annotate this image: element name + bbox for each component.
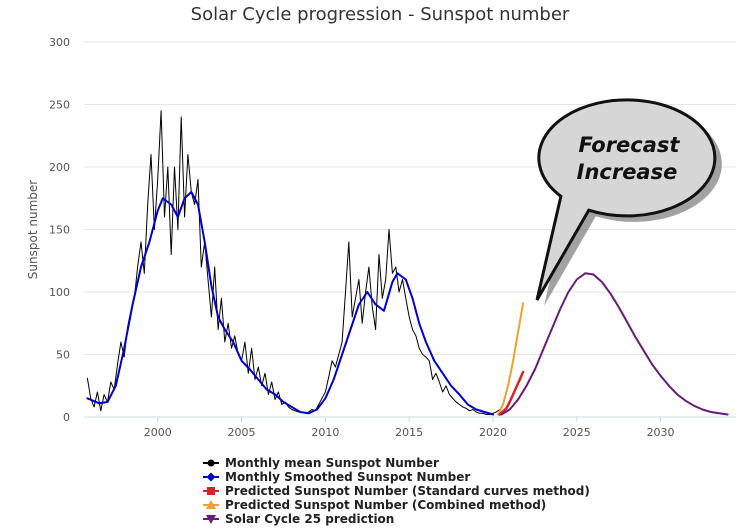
chart-title: Solar Cycle progression - Sunspot number — [191, 4, 570, 25]
series-line-0 — [86, 110, 501, 415]
y-tick-label: 250 — [49, 99, 70, 112]
legend-item[interactable]: Predicted Sunspot Number (Standard curve… — [203, 484, 590, 498]
x-tick-label: 2010 — [311, 426, 339, 439]
series-line-2 — [498, 370, 525, 416]
y-tick-label: 100 — [49, 286, 70, 299]
y-tick-label: 50 — [56, 349, 70, 362]
series-lines — [86, 110, 729, 416]
forecast-callout: Forecast Increase — [535, 98, 722, 306]
x-tick-label: 2025 — [563, 426, 591, 439]
legend-label: Monthly Smoothed Sunspot Number — [225, 470, 470, 484]
x-tick-label: 2020 — [479, 426, 507, 439]
legend-item[interactable]: Monthly mean Sunspot Number — [203, 456, 439, 470]
callout-text-line-1: Forecast — [579, 133, 681, 157]
legend-item[interactable]: Solar Cycle 25 prediction — [203, 512, 394, 526]
series-line-4 — [500, 272, 729, 416]
y-axis-label: Sunspot number — [26, 180, 40, 279]
x-tick-label: 2030 — [647, 426, 675, 439]
y-tick-label: 150 — [49, 224, 70, 237]
legend-label: Solar Cycle 25 prediction — [225, 512, 394, 526]
legend-label: Monthly mean Sunspot Number — [225, 456, 439, 470]
legend-item[interactable]: Predicted Sunspot Number (Combined metho… — [203, 498, 546, 512]
x-tick-labels: 2000 2005 2010 2015 2020 2025 2030 — [144, 426, 675, 439]
legend-marker-triangle — [206, 500, 216, 509]
legend-marker-diamond — [206, 472, 216, 482]
legend-item[interactable]: Monthly Smoothed Sunspot Number — [203, 470, 470, 484]
legend-label: Predicted Sunspot Number (Combined metho… — [225, 498, 546, 512]
x-tick-label: 2005 — [228, 426, 256, 439]
x-tick-label: 2000 — [144, 426, 172, 439]
x-tick-label: 2015 — [395, 426, 423, 439]
series-line-1 — [86, 191, 494, 416]
legend-marker-circle — [207, 459, 215, 467]
legend-label: Predicted Sunspot Number (Standard curve… — [225, 484, 590, 498]
y-tick-labels: 0 50 100 150 200 250 300 — [49, 36, 70, 424]
series-line-3 — [497, 302, 525, 416]
y-tick-label: 0 — [63, 411, 70, 424]
legend-marker-square — [207, 487, 215, 495]
legend-marker-triangle-down — [206, 515, 216, 524]
y-tick-label: 300 — [49, 36, 70, 49]
y-tick-label: 200 — [49, 161, 70, 174]
callout-bubble — [535, 98, 717, 301]
callout-text-line-2: Increase — [577, 160, 678, 184]
